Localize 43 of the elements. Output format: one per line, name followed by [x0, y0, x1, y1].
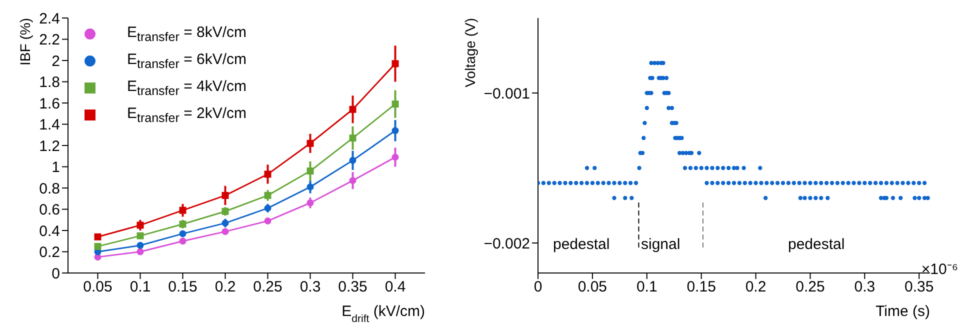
y-tick-label: 0.2: [39, 244, 60, 262]
y-tick-label: 0.6: [39, 202, 60, 219]
y-tick-label: 1.8: [39, 74, 60, 92]
x-tick-label: 0.05: [578, 278, 608, 296]
x-tick-label: 0.3: [300, 278, 321, 296]
legend-label: E$_{transfer}$ = 4kV/cm: [127, 78, 247, 98]
legend-label: E$_{transfer}$ = 6kV/cm: [127, 50, 247, 70]
y-tick-label: −0.002: [484, 235, 530, 252]
x-tick-label: 0.35: [904, 278, 934, 296]
x-tick-label: 0.1: [130, 278, 151, 296]
annotation: ×10⁻⁶: [921, 260, 958, 278]
y-axis-title: IBF (%): [17, 18, 33, 66]
y-tick-label: 1.2: [39, 138, 60, 155]
y-tick-label: 1: [52, 159, 60, 176]
y-tick-label: 0.8: [39, 180, 60, 198]
x-tick-label: 0.2: [214, 278, 236, 296]
y-tick-label: 2.4: [39, 10, 60, 28]
x-tick-label: 0: [534, 278, 542, 296]
x-tick-label: 0.2: [745, 278, 766, 296]
legend-label: E$_{transfer}$ = 8kV/cm: [127, 24, 247, 44]
x-axis-title: E$_{drift}$ (kV/cm): [342, 303, 425, 325]
x-tick-label: 0.05: [83, 278, 112, 296]
y-tick-label: 2: [52, 52, 60, 70]
x-axis-title: Time (s): [876, 303, 930, 320]
y-tick-label: 0: [52, 265, 60, 282]
y-tick-label: 2.2: [39, 32, 60, 49]
y-tick-label: 1.6: [39, 95, 60, 112]
x-tick-label: 0.15: [168, 278, 198, 296]
x-tick-label: 0.25: [253, 278, 282, 296]
annotation: signal: [641, 236, 680, 253]
y-tick-label: 0.4: [39, 222, 60, 240]
y-tick-label: −0.001: [484, 85, 530, 102]
x-tick-label: 0.35: [338, 278, 368, 296]
x-tick-label: 0.1: [636, 278, 658, 296]
y-axis-title: Voltage (V): [462, 18, 478, 88]
x-tick-label: 0.15: [686, 278, 716, 296]
x-tick-label: 0.25: [796, 278, 825, 296]
x-tick-label: 0.4: [384, 278, 406, 296]
annotation: pedestal: [553, 236, 610, 253]
x-tick-label: 0.3: [854, 278, 876, 296]
y-tick-label: 1.4: [39, 116, 60, 134]
annotation: pedestal: [788, 236, 845, 253]
legend-label: E$_{transfer}$ = 2kV/cm: [127, 104, 247, 124]
